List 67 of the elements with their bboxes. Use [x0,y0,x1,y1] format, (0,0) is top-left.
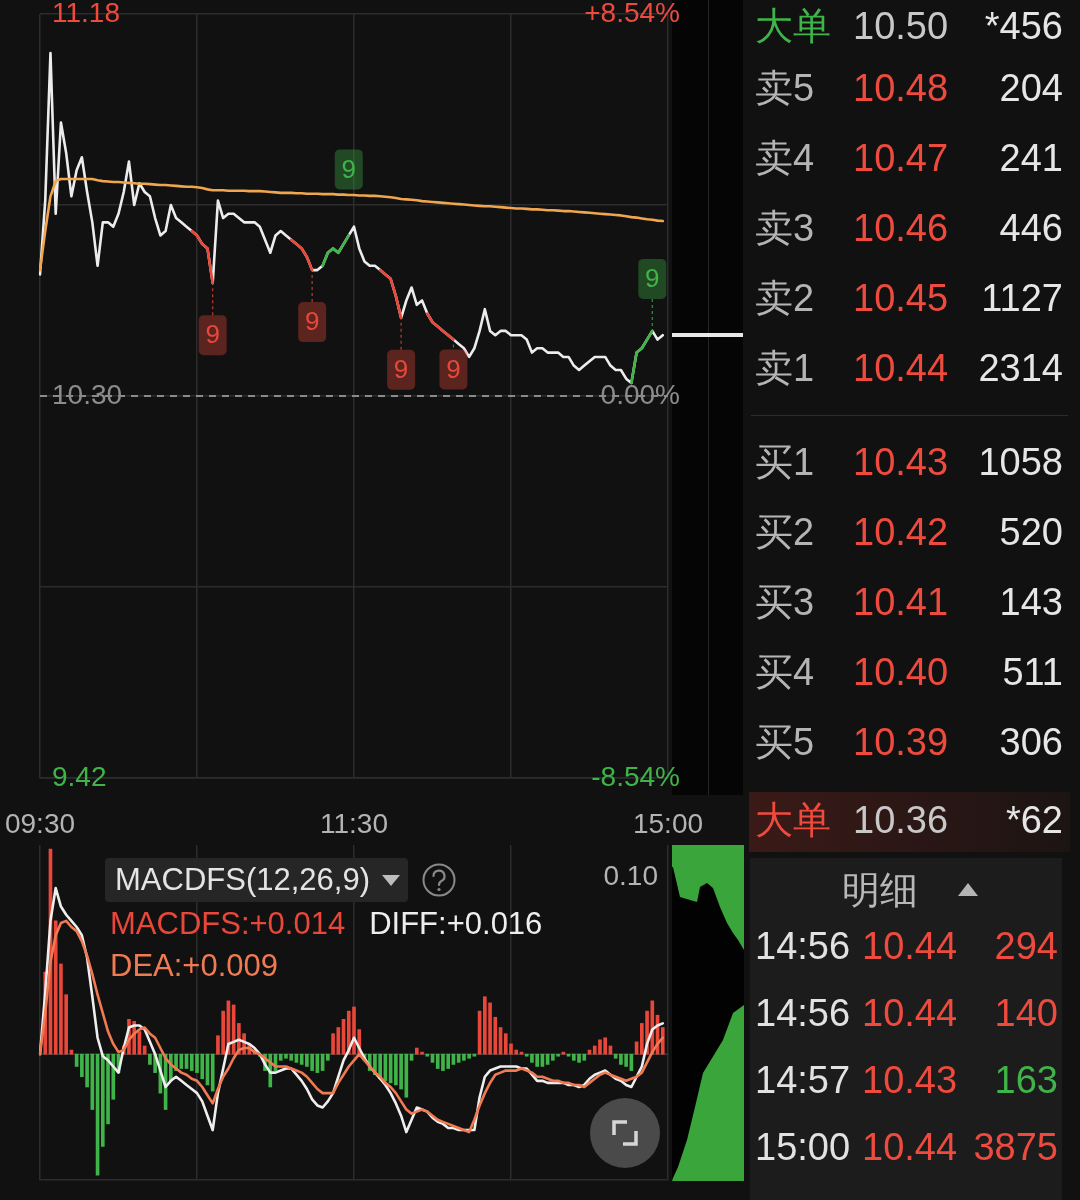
annotation: 9 [341,153,356,184]
annotation: 9 [304,306,320,337]
data-label: 1058 [978,440,1063,484]
data-label: 10.43 [853,440,949,484]
annotation: 9 [205,319,220,350]
y-tick-label: 11.18 [52,0,120,28]
category-label: 买3 [755,580,815,624]
data-label: 10.39 [853,720,949,764]
annotation: 9 [446,353,461,384]
annotation: 0.10 [603,859,658,891]
category-label: 买5 [755,720,815,764]
data-label: 10.45 [853,276,949,320]
category-label: 买4 [755,650,815,694]
annotation: 9 [393,354,409,385]
data-label: 2314 [978,346,1063,390]
data-label: 10.44 [862,991,958,1035]
data-label: 10.50 [853,4,949,48]
category-label: 买2 [755,510,815,554]
series-label: DEA:+0.009 [110,947,279,985]
x-tick-label: 09:30 [4,807,76,839]
annotation: 9 [645,263,660,294]
y-tick-label: 9.42 [52,760,107,792]
category-label: 卖2 [755,276,815,320]
category-label: 买1 [755,440,815,484]
category-label: 卖1 [755,346,815,390]
data-label: 10.47 [853,136,949,180]
category-label: 大单 [755,4,831,48]
data-label: 306 [999,720,1063,764]
data-label: 10.44 [862,924,958,968]
data-label: 10.46 [853,206,949,250]
data-label: 511 [1002,650,1063,694]
data-label: 140 [994,991,1058,1035]
data-label: 163 [994,1058,1058,1102]
text: DIFF:+0.016 [369,905,543,943]
category-label: 卖4 [755,136,815,180]
data-label: 10.44 [853,346,949,390]
category-label: 14:57 [755,1058,851,1102]
category-label: 卖3 [755,206,815,250]
data-label: 10.42 [853,510,949,554]
category-label: 大单 [755,798,831,842]
data-label: 10.44 [862,1125,958,1169]
data-label: 10.43 [862,1058,958,1102]
category-label: 卖5 [755,66,815,110]
text: 明细 [842,868,918,912]
text: MACDFS(12,26,9) [115,861,370,899]
data-label: 294 [994,924,1058,968]
series-label: MACDFS:+0.014 [110,905,346,943]
category-label: 14:56 [755,924,851,968]
data-label: 143 [999,580,1063,624]
data-label: 10.40 [853,650,949,694]
data-label: *456 [984,4,1063,48]
data-label: 10.41 [853,580,949,624]
data-label: 10.48 [853,66,949,110]
data-label: 1127 [981,276,1063,320]
data-label: 241 [999,136,1063,180]
data-label: 3875 [973,1125,1058,1169]
data-label: 446 [999,206,1063,250]
data-label: 520 [999,510,1063,554]
category-label: 15:00 [755,1125,851,1169]
data-label: 204 [999,66,1063,110]
y2-tick-label: +8.54% [584,0,680,28]
y2-tick-label: -8.54% [591,760,680,792]
category-label: 14:56 [755,991,851,1035]
data-label: *62 [1005,798,1063,842]
x-tick-label: 15:00 [632,807,704,839]
data-label: 10.36 [853,798,949,842]
x-tick-label: 11:30 [320,807,388,839]
